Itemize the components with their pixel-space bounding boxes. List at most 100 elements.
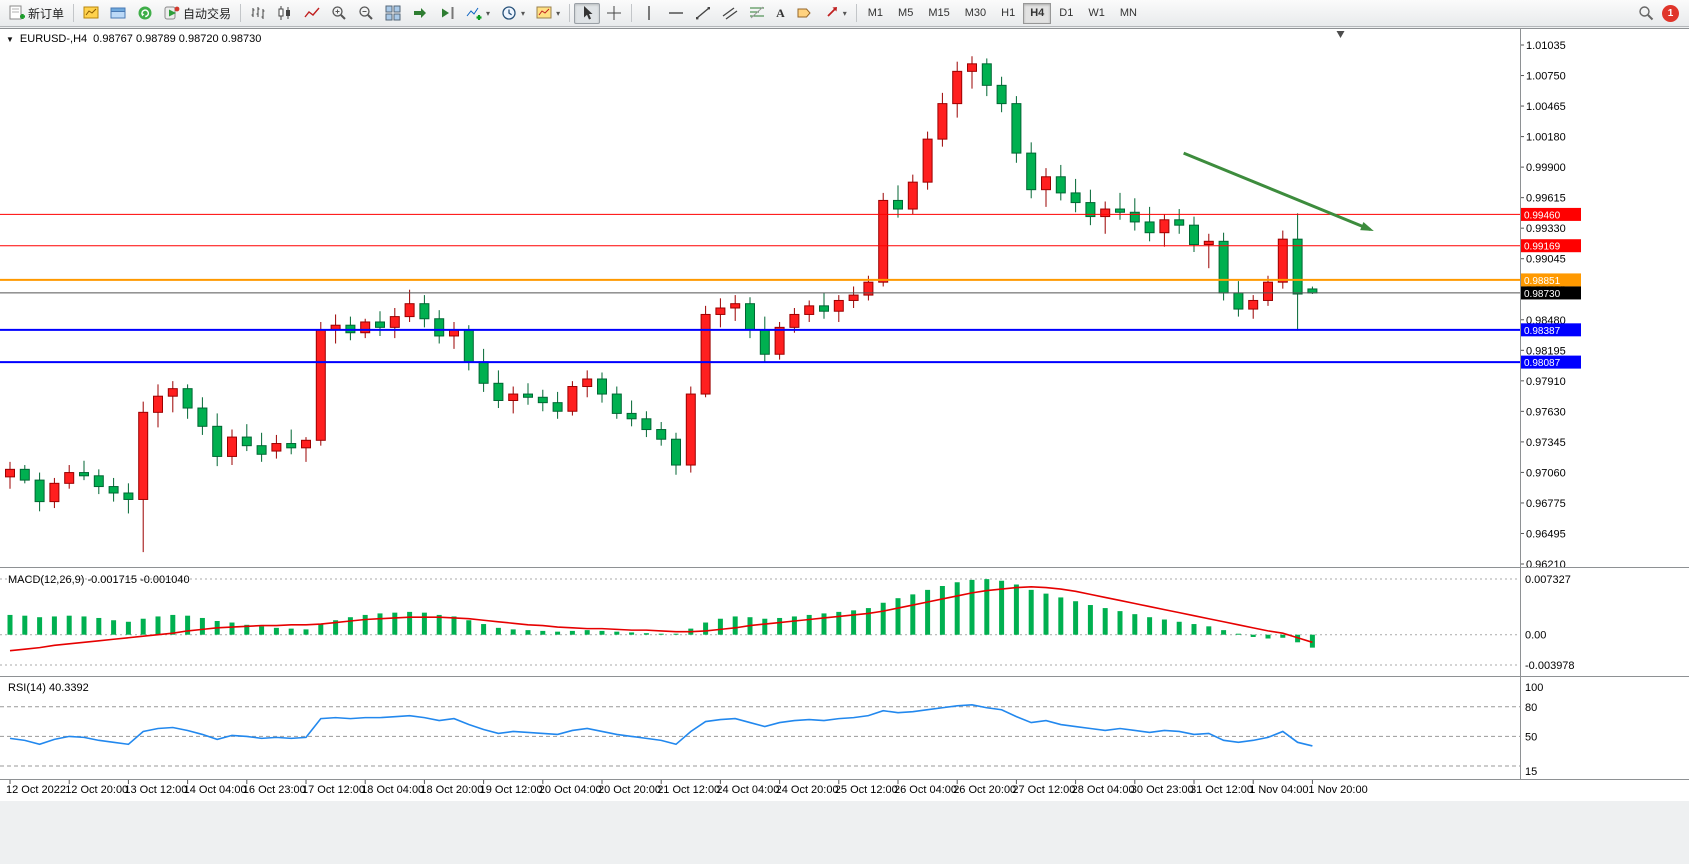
- chart-info: ▼ EURUSD-,H4 0.98767 0.98789 0.98720 0.9…: [6, 33, 261, 45]
- line-chart-button[interactable]: [299, 3, 325, 24]
- notifications-badge[interactable]: 1: [1662, 4, 1679, 22]
- hline-button[interactable]: [663, 3, 689, 24]
- chart-window: 0.007327 0.00 -0.003978 100 80 50 15 1.01035 1.0…: [0, 28, 1689, 801]
- new-order-button[interactable]: 新订单: [4, 3, 69, 24]
- svg-text:0.96210: 0.96210: [1526, 559, 1566, 571]
- auto-scroll-icon: [412, 5, 428, 21]
- arrows-icon: [823, 5, 839, 21]
- new-chart-icon: [83, 5, 99, 21]
- svg-text:27 Oct 12:00: 27 Oct 12:00: [1012, 784, 1075, 796]
- line-chart-icon: [304, 5, 320, 21]
- chart-svg: 0.007327 0.00 -0.003978 100 80 50 15 1.01035 1.0…: [0, 29, 1689, 796]
- toolbar-separator: [631, 4, 633, 22]
- fibonacci-button[interactable]: [744, 3, 770, 24]
- svg-text:20 Oct 04:00: 20 Oct 04:00: [539, 784, 602, 796]
- chart-shift-button[interactable]: [434, 3, 460, 24]
- timeframe-m30-button[interactable]: M30: [964, 7, 987, 19]
- crosshair-button[interactable]: [601, 3, 627, 24]
- timeframe-d1-button[interactable]: D1: [1059, 7, 1074, 19]
- auto-trading-label: 自动交易: [183, 6, 232, 21]
- price-scale[interactable]: [1521, 29, 1689, 779]
- timeframe-h4-button[interactable]: H4: [1023, 2, 1052, 24]
- price-scale-labels: 0.007327 0.00 -0.003978 100 80 50 15 1.01035 1.0…: [1520, 40, 1581, 778]
- toolbar: 新订单 自动交易 ▾ ▾: [0, 0, 1689, 27]
- trendline-button[interactable]: [690, 3, 716, 24]
- templates-icon: [536, 5, 552, 21]
- svg-text:26 Oct 04:00: 26 Oct 04:00: [894, 784, 957, 796]
- chart-shift-marker: [1336, 31, 1345, 38]
- svg-text:0.99900: 0.99900: [1526, 162, 1566, 174]
- search-icon[interactable]: [1638, 5, 1654, 21]
- zoom-out-button[interactable]: [353, 3, 379, 24]
- svg-text:24 Oct 20:00: 24 Oct 20:00: [776, 784, 839, 796]
- svg-text:18 Oct 04:00: 18 Oct 04:00: [361, 784, 424, 796]
- zoom-in-icon: [331, 5, 347, 21]
- text-icon: A: [776, 5, 785, 20]
- cursor-icon: [579, 5, 595, 21]
- svg-text:0.97060: 0.97060: [1526, 467, 1566, 479]
- cursor-button[interactable]: [574, 2, 601, 24]
- one-click-trading-toggle[interactable]: ▼: [6, 34, 14, 44]
- channel-button[interactable]: [717, 3, 743, 24]
- ohlc-values: 0.98767 0.98789 0.98720 0.98730: [93, 33, 262, 45]
- price-tag: [1521, 323, 1581, 337]
- svg-text:21 Oct 12:00: 21 Oct 12:00: [657, 784, 720, 796]
- indicators-button[interactable]: ▾: [461, 3, 495, 24]
- svg-text:24 Oct 04:00: 24 Oct 04:00: [716, 784, 779, 796]
- periods-button[interactable]: ▾: [496, 3, 530, 24]
- text-button[interactable]: A: [771, 3, 790, 24]
- timeframe-m5-button[interactable]: M5: [898, 7, 914, 19]
- timeframe-h1-button[interactable]: H1: [1001, 7, 1016, 19]
- refresh-button[interactable]: [132, 3, 158, 24]
- svg-text:19 Oct 12:00: 19 Oct 12:00: [480, 784, 543, 796]
- timeframe-m15-button[interactable]: M15: [928, 7, 950, 19]
- arrows-button[interactable]: ▾: [818, 3, 852, 24]
- timeframe-m1-button[interactable]: M1: [867, 7, 884, 19]
- rsi-panel: [0, 703, 1520, 767]
- panel-divider-rsi[interactable]: [0, 674, 1689, 679]
- auto-trading-button[interactable]: 自动交易: [159, 3, 236, 24]
- chart-canvas[interactable]: 0.007327 0.00 -0.003978 100 80 50 15 1.01035 1.0…: [0, 29, 1689, 801]
- vline-button[interactable]: [636, 3, 662, 24]
- auto-trading-icon: [164, 5, 180, 21]
- timeframe-mn-button[interactable]: MN: [1119, 7, 1137, 19]
- svg-text:0.97630: 0.97630: [1526, 406, 1566, 418]
- svg-text:17 Oct 12:00: 17 Oct 12:00: [302, 784, 365, 796]
- svg-text:28 Oct 04:00: 28 Oct 04:00: [1072, 784, 1135, 796]
- svg-text:31 Oct 12:00: 31 Oct 12:00: [1190, 784, 1253, 796]
- tile-windows-button[interactable]: [380, 3, 406, 24]
- svg-text:12 Oct 20:00: 12 Oct 20:00: [65, 784, 128, 796]
- profiles-button[interactable]: [105, 3, 131, 24]
- candle-chart-icon: [277, 5, 293, 21]
- time-scale[interactable]: [0, 780, 1520, 801]
- zoom-in-button[interactable]: [326, 3, 352, 24]
- bar-chart-icon: [250, 5, 266, 21]
- svg-text:0.98087: 0.98087: [1524, 358, 1561, 369]
- bar-chart-button[interactable]: [245, 3, 271, 24]
- fibonacci-icon: [749, 5, 765, 21]
- templates-button[interactable]: ▾: [531, 3, 565, 24]
- macd-label: MACD(12,26,9) -0.001715 -0.001040: [8, 574, 190, 586]
- svg-text:1.00750: 1.00750: [1526, 71, 1566, 83]
- periods-icon: [501, 5, 517, 21]
- price-tag: [1521, 355, 1581, 369]
- tile-windows-icon: [385, 5, 401, 21]
- new-chart-button[interactable]: [78, 3, 104, 24]
- chevron-down-icon: ▾: [556, 8, 561, 18]
- svg-text:50: 50: [1525, 731, 1537, 743]
- svg-text:12 Oct 2022: 12 Oct 2022: [6, 784, 66, 796]
- svg-text:1 Nov 04:00: 1 Nov 04:00: [1249, 784, 1308, 796]
- svg-text:1 Nov 20:00: 1 Nov 20:00: [1308, 784, 1367, 796]
- svg-text:0.99330: 0.99330: [1526, 223, 1566, 235]
- candle-chart-button[interactable]: [272, 3, 298, 24]
- svg-text:0.99169: 0.99169: [1524, 242, 1561, 253]
- auto-scroll-button[interactable]: [407, 3, 433, 24]
- trendline-icon: [695, 5, 711, 21]
- timeframe-w1-button[interactable]: W1: [1088, 7, 1105, 19]
- panel-divider-macd[interactable]: [0, 565, 1689, 570]
- chart-shift-icon: [439, 5, 455, 21]
- panel-divider-axis[interactable]: [0, 777, 1689, 782]
- hline-icon: [668, 5, 684, 21]
- vline-icon: [641, 5, 657, 21]
- label-button[interactable]: [791, 3, 817, 24]
